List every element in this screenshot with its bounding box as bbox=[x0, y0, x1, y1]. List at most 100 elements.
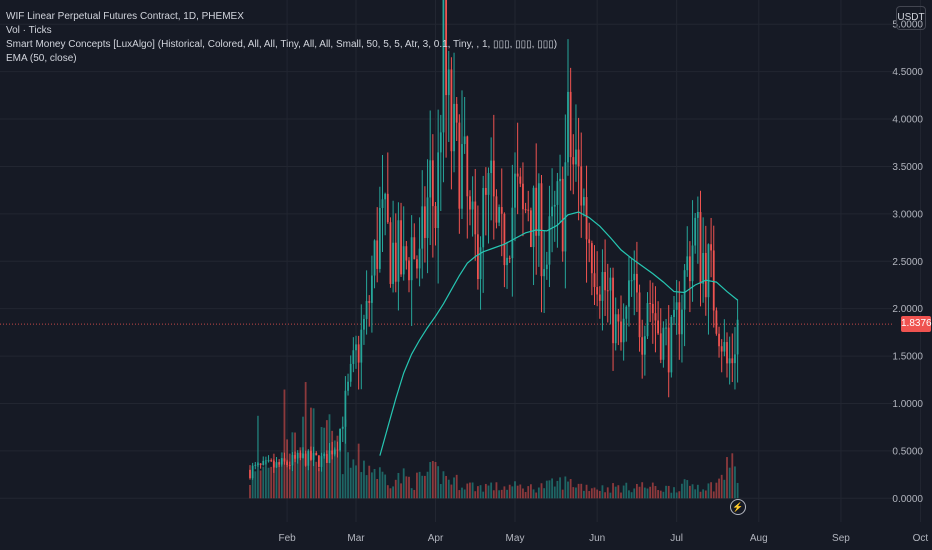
volume-bar bbox=[548, 480, 551, 499]
volume-bar bbox=[386, 485, 389, 499]
volume-bar bbox=[469, 482, 471, 499]
candle-body bbox=[718, 333, 720, 347]
volume-bar bbox=[606, 487, 609, 499]
volume-bar bbox=[545, 480, 548, 499]
volume-bar bbox=[307, 452, 310, 499]
time-axis[interactable]: Feb Mar Apr May Jun Jul Aug Sep Oct bbox=[278, 533, 928, 544]
indicator-ema[interactable]: EMA (50, close) bbox=[6, 53, 77, 64]
candle-body bbox=[341, 426, 344, 429]
volume-bar bbox=[336, 435, 339, 499]
candle-body bbox=[710, 244, 712, 251]
volume-bar bbox=[371, 472, 373, 499]
volume-bar bbox=[455, 474, 458, 499]
x-tick-label: Aug bbox=[750, 533, 768, 544]
candle-body bbox=[495, 196, 498, 223]
candle-body bbox=[723, 342, 726, 352]
volume-bar bbox=[657, 490, 659, 499]
volume-bar bbox=[392, 486, 394, 499]
candle-body bbox=[715, 310, 718, 334]
volume-bar bbox=[689, 485, 691, 499]
candle-body bbox=[259, 463, 262, 465]
candle-body bbox=[636, 273, 638, 293]
volume-bar bbox=[553, 486, 556, 499]
candle-body bbox=[251, 465, 254, 479]
currency-button[interactable]: USDT bbox=[896, 6, 926, 30]
y-tick-label: 0.0000 bbox=[892, 494, 923, 505]
volume-bar bbox=[588, 491, 591, 499]
volume-bar bbox=[339, 429, 341, 499]
volume-bar bbox=[429, 462, 432, 499]
volume-bar bbox=[251, 471, 254, 499]
price-axis[interactable]: 5.0000 4.5000 4.0000 3.5000 3.0000 2.5000 2.00… bbox=[892, 20, 923, 505]
candle-body bbox=[349, 363, 352, 382]
volume-bar bbox=[622, 485, 625, 499]
x-tick-label: Sep bbox=[832, 533, 850, 544]
volume-bar bbox=[575, 487, 577, 499]
candle-body bbox=[662, 327, 665, 360]
volume-bar bbox=[699, 491, 702, 499]
volume-bar bbox=[572, 487, 575, 499]
y-tick-label: 3.0000 bbox=[892, 209, 923, 220]
candle-body bbox=[543, 269, 546, 277]
candle-body bbox=[323, 454, 326, 457]
volume-bar bbox=[583, 490, 585, 499]
candle-body bbox=[588, 239, 591, 244]
candle-body bbox=[344, 390, 347, 427]
volume-bar bbox=[341, 474, 344, 499]
candle-body bbox=[548, 216, 551, 265]
volume-bar bbox=[360, 472, 363, 499]
candle-body bbox=[699, 212, 702, 284]
volume-bar bbox=[257, 415, 259, 499]
x-tick-label: Apr bbox=[428, 533, 444, 544]
candle-body bbox=[347, 381, 349, 391]
candle-body bbox=[731, 358, 734, 364]
candle-body bbox=[408, 260, 410, 281]
lightning-icon[interactable]: ⚡ bbox=[729, 499, 746, 516]
candle-body bbox=[580, 166, 583, 206]
symbol-title[interactable]: WIF Linear Perpetual Futures Contract, 1… bbox=[6, 11, 244, 22]
volume-bar bbox=[381, 471, 384, 499]
candle-body bbox=[405, 246, 408, 261]
candle-body bbox=[371, 275, 373, 303]
candle-body bbox=[625, 306, 628, 319]
volume-bar bbox=[726, 457, 728, 499]
volume-bar bbox=[696, 484, 699, 499]
volume-bar bbox=[712, 491, 715, 499]
volume-bar bbox=[646, 488, 649, 499]
candle-body bbox=[673, 309, 675, 318]
volume-bar bbox=[418, 471, 421, 499]
volume-bar bbox=[567, 481, 569, 499]
candle-body bbox=[307, 450, 310, 466]
volume-bar bbox=[633, 488, 636, 499]
indicator-smc[interactable]: Smart Money Concepts [LuxAlgo] (Historic… bbox=[6, 39, 558, 50]
volume-bar bbox=[590, 488, 593, 499]
candle-body bbox=[511, 207, 514, 259]
candle-body bbox=[559, 178, 561, 182]
candle-body bbox=[402, 246, 405, 275]
y-tick-label: 2.0000 bbox=[892, 304, 923, 315]
volume-bar bbox=[431, 460, 434, 499]
volume-bar bbox=[535, 492, 538, 499]
y-tick-label: 2.5000 bbox=[892, 257, 923, 268]
candle-body bbox=[617, 314, 620, 322]
volume-bar bbox=[514, 481, 516, 499]
candle-body bbox=[474, 201, 477, 235]
volume-bar bbox=[577, 483, 580, 499]
candle-body bbox=[461, 144, 463, 209]
volume-bar bbox=[333, 440, 336, 499]
candle-body bbox=[590, 243, 593, 274]
x-tick-label: Jun bbox=[589, 533, 605, 544]
y-tick-label: 1.0000 bbox=[892, 399, 923, 410]
volume-bar bbox=[522, 488, 524, 499]
candle-body bbox=[442, 0, 445, 133]
candle-body bbox=[445, 0, 447, 96]
indicator-volume[interactable]: Vol · Ticks bbox=[6, 25, 52, 36]
volume-bar bbox=[365, 475, 368, 499]
candle-body bbox=[304, 453, 307, 466]
candle-body bbox=[257, 463, 259, 465]
candle-body bbox=[567, 91, 569, 163]
candle-body bbox=[455, 103, 458, 123]
candle-body bbox=[482, 187, 485, 248]
candle-body bbox=[702, 252, 705, 284]
